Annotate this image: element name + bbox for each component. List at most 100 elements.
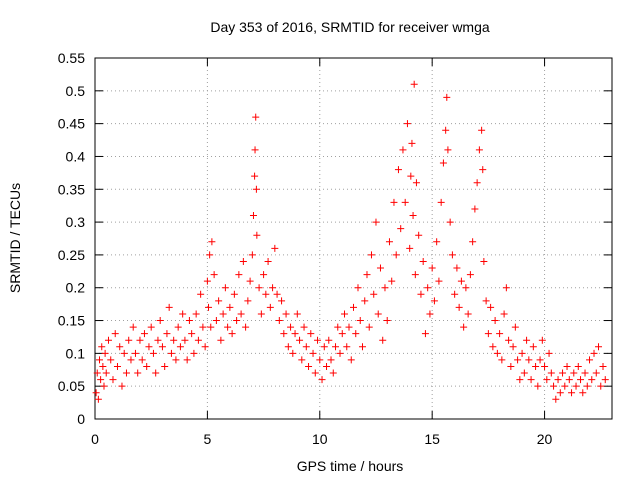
data-point bbox=[466, 271, 474, 279]
data-point bbox=[345, 323, 353, 331]
data-point bbox=[536, 356, 544, 364]
data-point bbox=[170, 336, 178, 344]
data-point bbox=[248, 251, 256, 259]
data-point bbox=[145, 343, 153, 351]
data-point bbox=[102, 369, 110, 377]
data-point bbox=[376, 264, 384, 272]
data-point bbox=[443, 93, 451, 101]
data-point bbox=[302, 343, 310, 351]
data-point bbox=[205, 303, 213, 311]
data-point bbox=[356, 317, 364, 325]
data-point bbox=[479, 166, 487, 174]
y-tick-label: 0.45 bbox=[58, 116, 85, 132]
data-point bbox=[125, 336, 133, 344]
data-point bbox=[129, 323, 137, 331]
data-point bbox=[529, 343, 537, 351]
data-point bbox=[496, 330, 504, 338]
data-point bbox=[350, 303, 357, 311]
data-point bbox=[407, 172, 415, 180]
y-tick-label: 0.3 bbox=[66, 214, 86, 230]
data-point bbox=[595, 343, 603, 351]
data-point bbox=[255, 284, 263, 292]
data-point bbox=[545, 349, 553, 357]
data-point bbox=[471, 205, 479, 213]
data-point bbox=[273, 290, 281, 298]
y-tick-label: 0.15 bbox=[58, 313, 85, 329]
data-point bbox=[341, 310, 349, 318]
data-point bbox=[421, 330, 429, 338]
data-point bbox=[161, 362, 169, 370]
data-point bbox=[487, 303, 495, 311]
data-point bbox=[107, 356, 115, 364]
data-point bbox=[101, 349, 109, 357]
data-points bbox=[92, 80, 609, 403]
data-point bbox=[451, 290, 459, 298]
data-point bbox=[590, 349, 598, 357]
data-point bbox=[334, 323, 342, 331]
data-point bbox=[316, 356, 324, 364]
data-point bbox=[217, 336, 225, 344]
data-point bbox=[385, 238, 393, 246]
grid-lines bbox=[95, 58, 612, 419]
data-point bbox=[583, 382, 591, 390]
data-point bbox=[541, 362, 549, 370]
data-point bbox=[435, 277, 443, 285]
data-point bbox=[289, 349, 297, 357]
data-point bbox=[320, 343, 328, 351]
data-point bbox=[516, 376, 524, 384]
data-point bbox=[381, 284, 389, 292]
data-point bbox=[534, 382, 542, 390]
data-point bbox=[511, 323, 519, 331]
data-point bbox=[403, 120, 411, 128]
x-axis-label: GPS time / hours bbox=[297, 458, 404, 474]
x-tick-label: 5 bbox=[203, 431, 211, 447]
data-point bbox=[249, 212, 257, 220]
data-point bbox=[390, 198, 398, 206]
data-point bbox=[104, 336, 112, 344]
data-point bbox=[118, 382, 126, 390]
data-point bbox=[374, 310, 382, 318]
data-point bbox=[260, 271, 268, 279]
data-point bbox=[409, 212, 417, 220]
data-point bbox=[269, 284, 277, 292]
data-point bbox=[556, 389, 564, 397]
data-point bbox=[235, 271, 243, 279]
x-tick-label: 20 bbox=[537, 431, 553, 447]
data-point bbox=[314, 336, 322, 344]
data-point bbox=[93, 369, 101, 377]
data-point bbox=[361, 297, 369, 305]
x-tick-label: 0 bbox=[91, 431, 99, 447]
y-tick-label: 0.4 bbox=[66, 148, 86, 164]
x-tick-label: 10 bbox=[312, 431, 328, 447]
data-point bbox=[343, 343, 351, 351]
data-point bbox=[111, 330, 119, 338]
data-point bbox=[278, 297, 286, 305]
data-point bbox=[574, 362, 582, 370]
y-tick-label: 0.1 bbox=[66, 345, 86, 361]
data-point bbox=[475, 146, 483, 154]
data-point bbox=[242, 323, 250, 331]
data-point bbox=[424, 284, 432, 292]
data-point bbox=[293, 310, 301, 318]
y-tick-label: 0.05 bbox=[58, 378, 85, 394]
data-point bbox=[543, 376, 551, 384]
data-point bbox=[252, 185, 260, 193]
data-point bbox=[176, 343, 184, 351]
data-point bbox=[287, 323, 295, 331]
data-point bbox=[473, 179, 481, 187]
data-point bbox=[547, 369, 555, 377]
data-point bbox=[482, 297, 490, 305]
data-point bbox=[417, 290, 425, 298]
data-point bbox=[163, 330, 171, 338]
data-point bbox=[147, 323, 155, 331]
data-point bbox=[219, 310, 227, 318]
data-point bbox=[127, 356, 135, 364]
data-point bbox=[131, 349, 139, 357]
data-point bbox=[230, 290, 238, 298]
data-point bbox=[453, 264, 461, 272]
data-point bbox=[484, 330, 492, 338]
data-point bbox=[237, 310, 245, 318]
data-point bbox=[462, 284, 470, 292]
data-point bbox=[469, 238, 477, 246]
plot-frame bbox=[94, 57, 613, 420]
